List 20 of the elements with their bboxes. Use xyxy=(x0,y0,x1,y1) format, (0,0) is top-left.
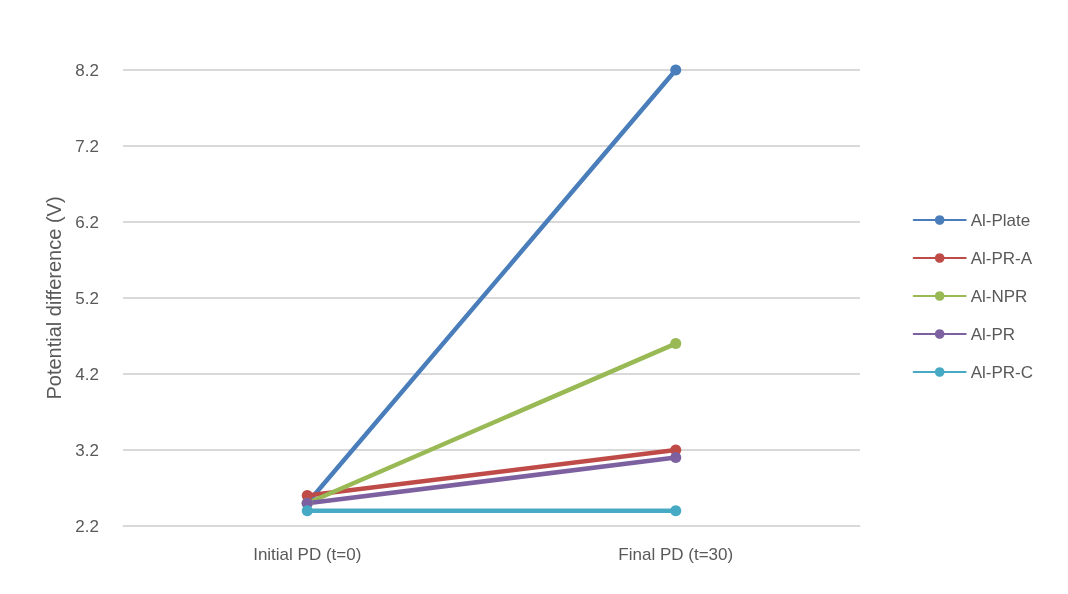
y-tick-label: 7.2 xyxy=(75,136,99,156)
y-tick-label: 5.2 xyxy=(75,288,99,308)
point xyxy=(670,452,682,464)
y-tick-label: 8.2 xyxy=(75,60,99,80)
legend-label: Al-PR-A xyxy=(970,248,1033,268)
y-tick-label: 2.2 xyxy=(75,516,99,536)
x-tick-label: Initial PD (t=0) xyxy=(253,545,362,564)
point xyxy=(301,505,313,517)
y-tick-label: 3.2 xyxy=(75,440,99,460)
point xyxy=(670,338,682,350)
y-tick-label: 4.2 xyxy=(75,364,99,384)
legend-label: Al-PR xyxy=(970,324,1016,344)
legend-label: Al-Plate xyxy=(970,210,1031,230)
legend-label: Al-PR-C xyxy=(970,362,1034,382)
x-tick-label: Final PD (t=30) xyxy=(618,545,734,564)
y-axis-title: Potential difference (V) xyxy=(43,196,66,400)
legend-label: Al-NPR xyxy=(970,286,1028,306)
point xyxy=(670,505,682,517)
y-tick-label: 6.2 xyxy=(75,212,99,232)
point xyxy=(670,64,682,76)
